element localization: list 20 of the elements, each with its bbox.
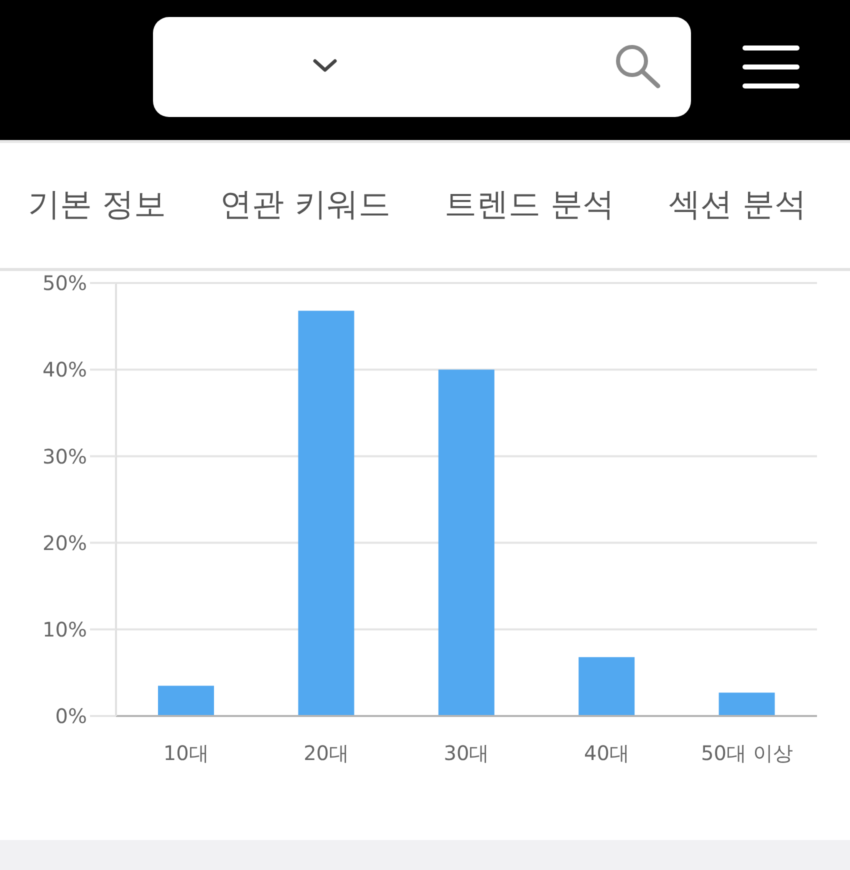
bar	[438, 370, 494, 716]
text: 섹션 분석	[668, 184, 807, 225]
text: 기본 정보	[28, 184, 166, 225]
text: 연관 키워드	[220, 184, 390, 225]
y-tick-label: 40%	[42, 358, 87, 382]
bar	[718, 692, 775, 716]
bar	[158, 686, 214, 716]
x-tick-label: 10대	[163, 741, 209, 766]
y-tick-label: 20%	[42, 530, 87, 555]
x-tick-label: 30대	[444, 741, 490, 766]
y-tick-label: 50%	[42, 271, 87, 296]
bar	[298, 310, 354, 716]
y-tick-label: 0%	[55, 704, 87, 728]
y-tick-label: 30%	[42, 444, 87, 468]
x-tick-label: 40대	[584, 741, 630, 766]
bar	[578, 657, 635, 716]
y-tick-label: 10%	[42, 618, 87, 642]
x-tick-label: 50대 이상	[700, 741, 793, 766]
x-tick-label: 20대	[304, 741, 350, 766]
text: 트렌드 분석	[444, 184, 615, 225]
